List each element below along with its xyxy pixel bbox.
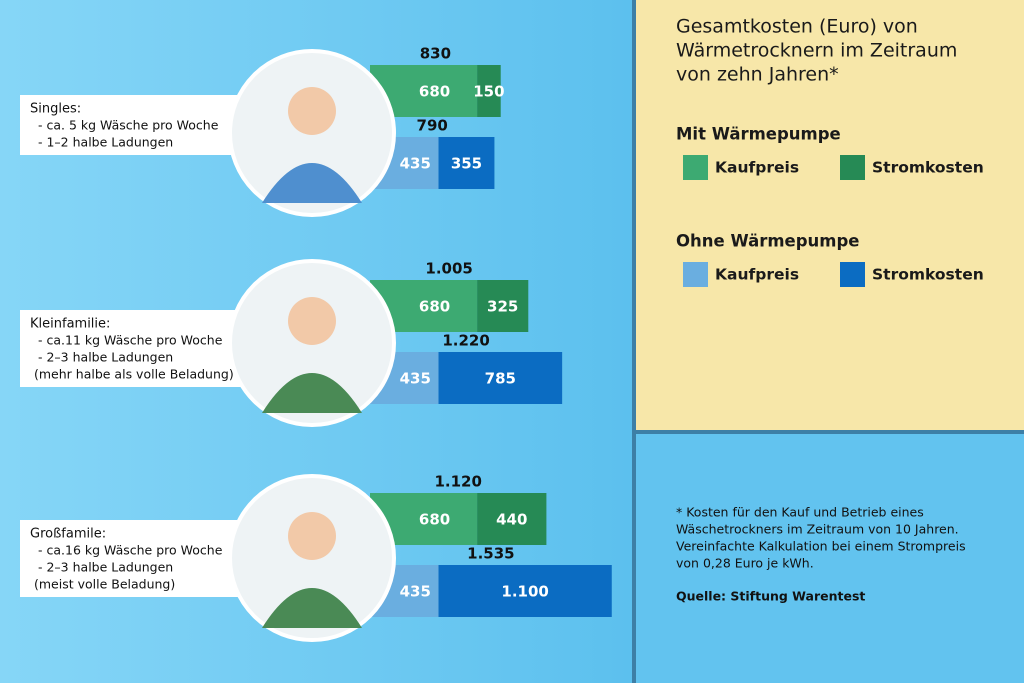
total-label: 1.005: [425, 260, 472, 278]
bar-label: 435: [400, 370, 431, 388]
category-note: - ca.16 kg Wäsche pro Woche: [38, 543, 223, 558]
category-note: - 2–3 halbe Ladungen: [38, 560, 173, 575]
category-label: Kleinfamilie:: [30, 317, 110, 332]
category-note: - 2–3 halbe Ladungen: [38, 350, 173, 365]
bar-segment: [477, 280, 529, 332]
category-label: Großfamile:: [30, 527, 106, 542]
portrait-head: [288, 512, 336, 560]
footnote: Wäschetrockners im Zeitraum von 10 Jahre…: [676, 522, 959, 537]
total-label: 1.535: [467, 545, 514, 563]
category-note: - ca.11 kg Wäsche pro Woche: [38, 333, 223, 348]
category-note: (mehr halbe als volle Beladung): [34, 367, 234, 382]
legend-title: Ohne Wärmepumpe: [676, 232, 859, 251]
total-label: 1.220: [442, 332, 489, 350]
label-box: [20, 310, 245, 387]
chart-title: Wärmetrocknern im Zeitraum: [676, 40, 957, 62]
label-box: [20, 520, 245, 597]
portrait-body: [262, 373, 362, 413]
bar-segment: [477, 493, 547, 545]
footnote: von 0,28 Euro je kWh.: [676, 556, 814, 571]
legend-label: Kaufpreis: [715, 266, 799, 284]
legend-swatch: [683, 155, 708, 180]
bar-label: 325: [487, 298, 518, 316]
legend-title: Mit Wärmepumpe: [676, 125, 841, 144]
bar-label: 435: [400, 583, 431, 601]
bar-label: 680: [419, 83, 450, 101]
bar-label: 440: [496, 511, 527, 529]
legend-swatch: [683, 262, 708, 287]
total-label: 830: [420, 45, 451, 63]
category-note: (meist volle Beladung): [34, 577, 175, 592]
total-label: 1.120: [434, 473, 481, 491]
portrait-head: [288, 297, 336, 345]
footnote: * Kosten für den Kauf und Betrieb eines: [676, 505, 924, 520]
legend-swatch: [840, 155, 865, 180]
bar-label: 680: [419, 511, 450, 529]
bar-segment: [438, 352, 563, 404]
chart-title: Gesamtkosten (Euro) von: [676, 16, 918, 38]
category-note: - 1–2 halbe Ladungen: [38, 135, 173, 150]
portrait-head: [288, 87, 336, 135]
bar-label: 680: [419, 298, 450, 316]
bar-label: 150: [473, 83, 504, 101]
footnote: Vereinfachte Kalkulation bei einem Strom…: [676, 539, 966, 554]
note-panel: [636, 434, 1024, 683]
total-label: 790: [417, 117, 448, 135]
portrait-body: [262, 588, 362, 628]
bar-segment: [477, 65, 501, 117]
bar-segment: [438, 137, 495, 189]
legend-swatch: [840, 262, 865, 287]
category-label: Singles:: [30, 102, 81, 117]
bar-segment: [438, 565, 612, 617]
legend-label: Stromkosten: [872, 266, 984, 284]
category-note: - ca. 5 kg Wäsche pro Woche: [38, 118, 219, 133]
chart-title: von zehn Jahren*: [676, 64, 839, 86]
legend-panel: [636, 0, 1024, 430]
bar-label: 355: [451, 155, 482, 173]
label-box: [20, 95, 245, 155]
bar-label: 435: [400, 155, 431, 173]
legend-label: Stromkosten: [872, 159, 984, 177]
source: Quelle: Stiftung Warentest: [676, 589, 865, 604]
legend-label: Kaufpreis: [715, 159, 799, 177]
bar-label: 785: [485, 370, 516, 388]
portrait-body: [262, 163, 362, 203]
bar-label: 1.100: [501, 583, 548, 601]
